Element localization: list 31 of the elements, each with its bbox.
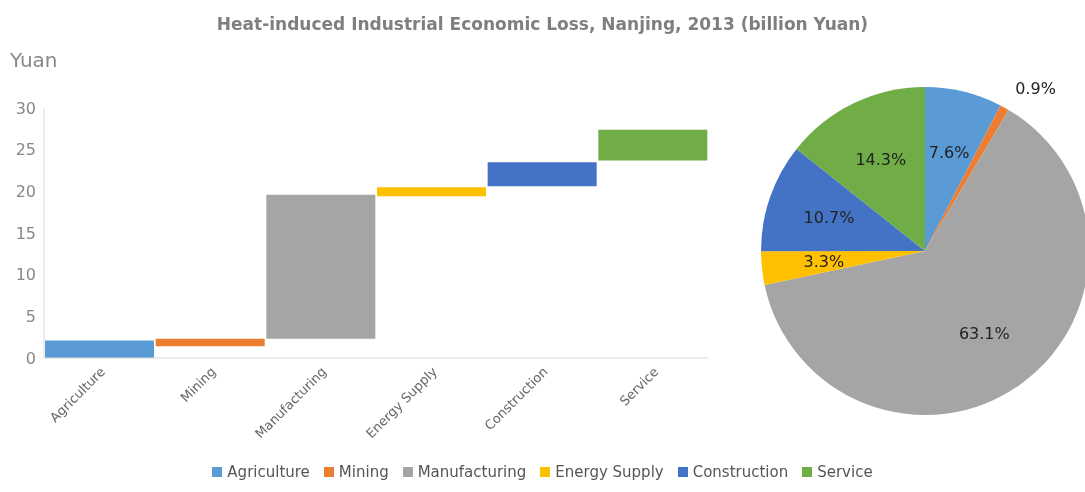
y-tick-label: 30 bbox=[15, 98, 36, 118]
pie-slice bbox=[761, 148, 925, 252]
y-tick-label: 25 bbox=[15, 140, 36, 160]
data-label: 3.3% bbox=[803, 252, 845, 272]
y-tick-label: 15 bbox=[15, 223, 36, 243]
data-label: 10.7% bbox=[803, 208, 855, 228]
bar bbox=[598, 129, 708, 161]
y-tick-label: 10 bbox=[15, 265, 36, 285]
data-label: 7.6% bbox=[928, 142, 970, 162]
legend-label: Construction bbox=[692, 463, 789, 481]
chart-title: Heat-induced Industrial Economic Loss, Nanjing, 2013 (billion Yuan) bbox=[215, 14, 870, 34]
bar bbox=[155, 338, 265, 347]
y-axis-title: Yuan bbox=[10, 48, 58, 72]
data-label: 0.9% bbox=[1015, 78, 1056, 98]
legend-label: Manufacturing bbox=[417, 463, 527, 481]
data-label: 63.1% bbox=[958, 324, 1010, 344]
pie-slice bbox=[761, 251, 925, 286]
pie-slice bbox=[796, 87, 925, 251]
bar bbox=[377, 187, 486, 197]
y-tick-label: 0 bbox=[25, 348, 36, 368]
legend-label: Energy Supply bbox=[555, 463, 664, 481]
bar bbox=[487, 162, 597, 187]
legend-label: Agriculture bbox=[227, 463, 310, 481]
legend-label: Service bbox=[817, 463, 873, 481]
data-label: 14.3% bbox=[855, 149, 907, 169]
y-tick-label: 20 bbox=[15, 182, 36, 202]
bar bbox=[266, 194, 376, 339]
legend-label: Mining bbox=[338, 463, 389, 481]
pie-slice bbox=[925, 87, 1001, 251]
bar bbox=[45, 340, 154, 358]
y-tick-label: 5 bbox=[25, 307, 36, 327]
